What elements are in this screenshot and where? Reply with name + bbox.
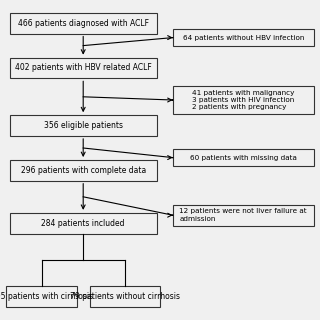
Text: 466 patients diagnosed with ACLF: 466 patients diagnosed with ACLF [18, 19, 149, 28]
Text: 296 patients with complete data: 296 patients with complete data [20, 166, 146, 175]
Bar [173, 29, 314, 46]
Bar [10, 213, 157, 234]
Text: 41 patients with malignancy
3 patients with HIV infection
2 patients with pregna: 41 patients with malignancy 3 patients w… [192, 90, 294, 110]
Text: 356 eligible patients: 356 eligible patients [44, 121, 123, 130]
Bar [173, 149, 314, 166]
Text: 205 patients with cirrhosis: 205 patients with cirrhosis [0, 292, 93, 301]
Bar [10, 115, 157, 136]
Bar [10, 13, 157, 34]
Text: 402 patients with HBV related ACLF: 402 patients with HBV related ACLF [15, 63, 152, 73]
Text: 12 patients were not liver failure at
admission: 12 patients were not liver failure at ad… [180, 208, 307, 222]
Bar [10, 58, 157, 78]
Bar [10, 160, 157, 181]
Bar [6, 286, 77, 307]
Bar [173, 205, 314, 226]
Text: 64 patients without HBV infection: 64 patients without HBV infection [182, 35, 304, 41]
Text: 79 patients without cirrhosis: 79 patients without cirrhosis [70, 292, 180, 301]
Bar [90, 286, 160, 307]
Text: 60 patients with missing data: 60 patients with missing data [190, 155, 297, 161]
Bar [173, 86, 314, 114]
Text: 284 patients included: 284 patients included [42, 219, 125, 228]
